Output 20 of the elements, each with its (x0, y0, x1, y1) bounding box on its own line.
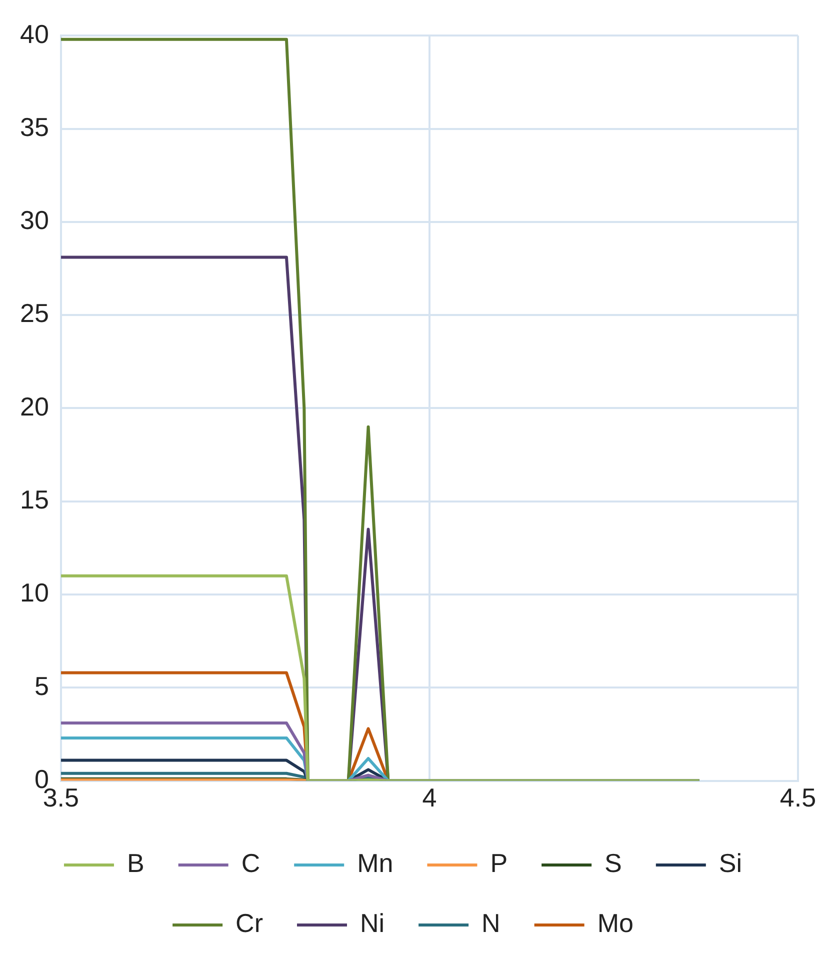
y-tick-label: 20 (20, 391, 49, 422)
x-tick-label: 4 (422, 782, 437, 813)
y-tick-label: 30 (20, 205, 49, 236)
legend-label: C (241, 848, 260, 878)
legend-label: B (126, 848, 144, 878)
legend-label: Mn (357, 848, 394, 878)
legend-label: P (490, 848, 508, 878)
y-tick-label: 25 (20, 298, 49, 328)
legend-label: Si (718, 848, 742, 878)
y-tick-label: 15 (20, 484, 49, 515)
legend-label: Mo (597, 908, 634, 938)
x-tick-label: 4.5 (780, 782, 816, 813)
legend-label: Ni (360, 908, 385, 938)
legend-label: Cr (236, 908, 264, 938)
y-tick-label: 35 (20, 112, 49, 142)
y-tick-label: 5 (34, 670, 49, 701)
legend-label: N (482, 908, 500, 938)
y-tick-label: 40 (20, 18, 49, 49)
y-tick-label: 10 (20, 578, 49, 608)
legend-label: S (604, 848, 622, 878)
